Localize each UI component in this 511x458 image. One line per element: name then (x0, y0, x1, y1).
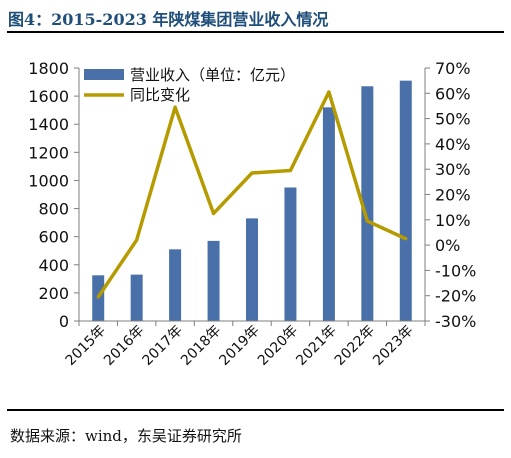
x-tick-label: 2015年 (63, 323, 109, 369)
x-tick-label: 2019年 (216, 323, 262, 369)
yoy-point-2019年 (250, 171, 254, 175)
yoy-point-2023年 (404, 237, 408, 241)
left-tick-label: 1000 (28, 171, 69, 190)
right-tick-label: 70% (435, 59, 471, 78)
bar-2023年 (399, 80, 412, 322)
bar-2021年 (322, 107, 335, 321)
bar-2020年 (284, 187, 297, 321)
right-tick-label: 40% (435, 135, 471, 154)
source-note: 数据来源：wind，东吴证券研究所 (10, 427, 242, 445)
x-tick-label: 2021年 (293, 323, 339, 369)
legend-bar-label: 营业收入（单位：亿元） (130, 66, 295, 84)
right-tick-label: 60% (435, 84, 471, 103)
left-tick-label: 1200 (28, 143, 69, 162)
left-tick-label: 600 (38, 228, 69, 247)
right-tick-label: 0% (435, 236, 460, 255)
bar-2019年 (246, 218, 258, 321)
x-tick-label: 2020年 (255, 323, 301, 369)
yoy-point-2015年 (96, 295, 100, 299)
bar-2018年 (207, 240, 220, 321)
right-tick-label: -30% (435, 312, 476, 331)
x-tick-label: 2018年 (178, 323, 224, 369)
bar-2022年 (361, 86, 374, 322)
left-tick-label: 1400 (28, 115, 69, 134)
bar-2017年 (169, 249, 182, 321)
x-tick-label: 2017年 (140, 323, 186, 369)
bottom-rule (7, 409, 504, 411)
yoy-point-2016年 (135, 238, 139, 242)
right-tick-label: 30% (435, 160, 471, 179)
x-tick-label: 2016年 (101, 323, 147, 369)
right-tick-label: 20% (435, 186, 471, 205)
bar-2016年 (130, 274, 143, 321)
yoy-point-2022年 (365, 219, 369, 223)
x-tick-label: 2022年 (332, 323, 378, 369)
left-tick-label: 1800 (28, 59, 69, 78)
left-tick-label: 0 (59, 312, 69, 331)
right-tick-label: -20% (435, 287, 476, 306)
right-tick-label: 50% (435, 110, 471, 129)
left-tick-label: 800 (38, 200, 69, 219)
yoy-point-2020年 (288, 168, 293, 173)
yoy-point-2018年 (211, 211, 216, 216)
left-tick-label: 400 (38, 256, 69, 275)
left-tick-label: 1600 (28, 87, 69, 106)
figure-title: 图4：2015-2023 年陕煤集团营业收入情况 (8, 10, 329, 29)
legend-line-label: 同比变化 (130, 86, 190, 104)
yoy-point-2017年 (173, 105, 177, 109)
right-tick-label: 10% (435, 211, 471, 230)
legend-bar-swatch (84, 69, 124, 80)
left-tick-label: 200 (38, 284, 69, 303)
top-rule (7, 31, 504, 33)
right-tick-label: -10% (435, 261, 476, 280)
yoy-point-2021年 (327, 90, 331, 94)
x-tick-label: 2023年 (370, 323, 416, 369)
